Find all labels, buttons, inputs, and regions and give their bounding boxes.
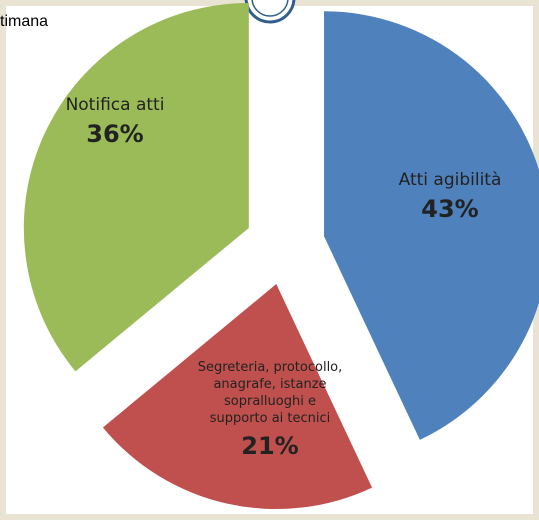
slice-label: Notifica atti 36% bbox=[40, 95, 190, 148]
value-label: 43% bbox=[421, 195, 479, 224]
chart-title: timana bbox=[0, 13, 48, 30]
slice-label: Atti agibilità 43% bbox=[370, 170, 530, 223]
pie-slice bbox=[23, 2, 249, 372]
value-label: 21% bbox=[241, 431, 299, 460]
label-box: Atti agibilità 43% bbox=[370, 170, 530, 223]
label-box: Segreteria, protocollo, anagrafe, istanz… bbox=[195, 360, 345, 460]
category-label: Notifica atti bbox=[65, 95, 165, 115]
slice-label: Segreteria, protocollo, anagrafe, istanz… bbox=[195, 360, 345, 460]
category-label: Segreteria, protocollo, anagrafe, istanz… bbox=[197, 360, 343, 426]
pie-slice bbox=[324, 11, 539, 440]
category-label: Atti agibilità bbox=[398, 170, 502, 190]
logo-ring bbox=[251, 0, 289, 17]
value-label: 36% bbox=[86, 120, 144, 149]
logo bbox=[244, 0, 296, 24]
pie-slice bbox=[102, 284, 373, 510]
label-box: Notifica atti 36% bbox=[40, 95, 190, 148]
